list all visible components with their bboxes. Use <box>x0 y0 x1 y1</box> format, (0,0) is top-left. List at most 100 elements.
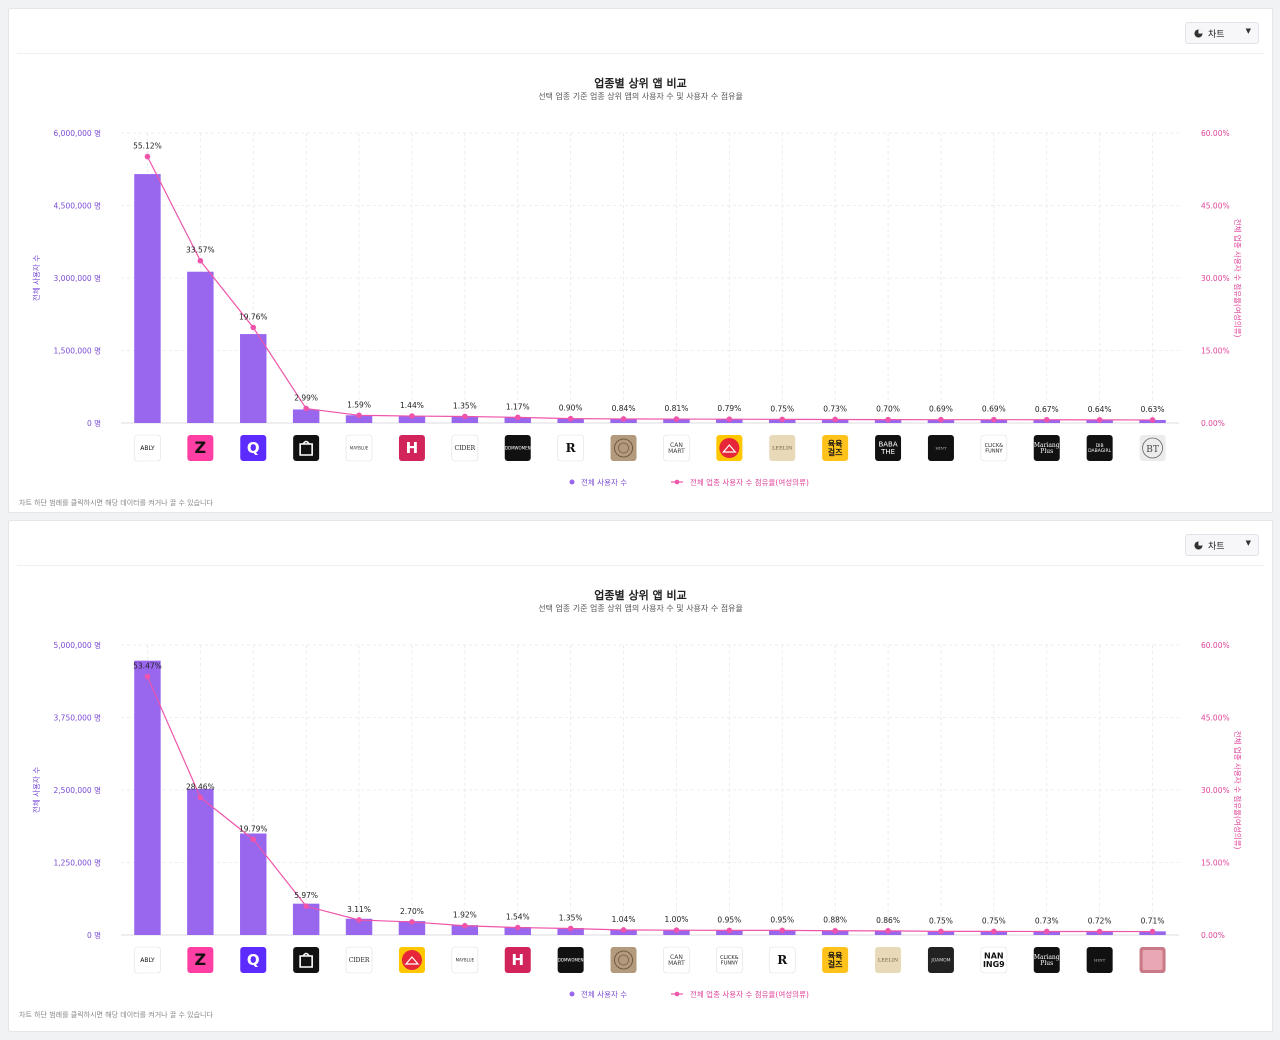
share-data-label: 0.79% <box>717 404 741 413</box>
legend[interactable]: 전체 사용자 수 전체 업종 사용자 수 점유율(여성의류) <box>569 989 809 999</box>
share-point-14 <box>885 928 891 934</box>
share-point-19 <box>1149 417 1156 423</box>
bar-1 <box>187 271 214 423</box>
share-point-12 <box>779 416 786 423</box>
app-logo-16: CLICK&FUNNY <box>980 434 1008 462</box>
share-data-label: 1.54% <box>506 913 530 922</box>
bar-0 <box>134 660 161 935</box>
share-point-4 <box>356 412 362 419</box>
share-data-label: 1.00% <box>665 915 689 924</box>
share-data-label: 0.70% <box>876 405 900 414</box>
share-point-0 <box>144 153 151 160</box>
bar-2 <box>240 833 267 935</box>
app-logo-label: MAYBLUE <box>350 445 369 450</box>
app-logo-15: JOAMOM <box>927 947 954 973</box>
share-data-label: 0.71% <box>1141 917 1165 926</box>
panel-divider <box>17 53 1264 54</box>
app-logo-label: CIDER <box>349 957 370 964</box>
left-tick-label: 3,000,000 명 <box>54 273 101 283</box>
app-logo-8: DDMWOMEN <box>557 947 584 973</box>
share-data-label: 0.88% <box>823 916 847 925</box>
right-axis-title: 전체 업종 사용자 수 점유율(여성의류) <box>1233 731 1243 850</box>
share-data-label: 0.63% <box>1141 405 1165 414</box>
app-logo-label: CIDER <box>455 445 476 452</box>
share-data-label: 0.95% <box>770 915 794 924</box>
right-tick-label: 15.00% <box>1201 859 1230 868</box>
app-logo-0: ABLY <box>134 434 161 462</box>
share-data-label: 0.69% <box>982 405 1006 414</box>
share-point-13 <box>832 927 838 934</box>
share-data-label: 28.46% <box>186 782 215 791</box>
bt-icon-19: BT <box>1139 435 1166 461</box>
right-tick-label: 45.00% <box>1201 202 1230 211</box>
app-logo-4: CIDER <box>345 946 373 974</box>
left-tick-label: 5,000,000 명 <box>54 640 101 650</box>
legend[interactable]: 전체 사용자 수 전체 업종 사용자 수 점유율(여성의류) <box>569 477 809 487</box>
share-point-11 <box>726 416 733 422</box>
bar-6 <box>451 416 479 423</box>
share-point-15 <box>938 416 944 423</box>
share-data-label: 19.76% <box>239 312 268 321</box>
footnote: 차트 하단 범례를 클릭하시면 해당 데이터를 켜거나 끌 수 있습니다 <box>19 499 213 507</box>
l-icon-14: LEELIN <box>875 947 902 973</box>
share-point-6 <box>462 413 468 420</box>
share-data-label: 33.57% <box>186 246 215 255</box>
app-logo-label: H <box>406 439 419 457</box>
panel-divider <box>17 565 1264 566</box>
share-point-19 <box>1149 928 1156 935</box>
app-logo-11: CLICK&FUNNY <box>716 946 743 974</box>
share-point-10 <box>673 927 680 933</box>
app-logo-label: 육육 <box>828 950 843 960</box>
app-logo-label: Plus <box>1040 448 1053 455</box>
share-data-label: 0.73% <box>823 404 847 413</box>
app-logo-4: MAYBLUE <box>345 434 373 462</box>
share-data-label: 0.84% <box>612 404 636 413</box>
axes: 5,000,000 명 3,750,000 명 2,500,000 명 1,250,0… <box>54 640 1230 940</box>
share-point-17 <box>1043 928 1050 935</box>
share-data-label: 0.69% <box>929 405 953 414</box>
chart-subtitle: 선택 업종 기준 업종 상위 앱의 사용자 수 및 사용자 수 점유율 <box>538 92 743 101</box>
share-data-label: 0.73% <box>1035 916 1059 925</box>
chart-type-dropdown[interactable]: 차트 ▼ <box>1185 22 1259 44</box>
app-logo-label: DIB <box>1096 443 1104 449</box>
share-point-11 <box>726 927 733 934</box>
chart-subtitle: 선택 업종 기준 업종 상위 앱의 사용자 수 및 사용자 수 점유율 <box>538 604 743 613</box>
left-axis-title: 전체 사용자 수 <box>31 255 41 301</box>
left-tick-label: 0 명 <box>87 418 101 428</box>
bar-7 <box>504 417 531 423</box>
app-logo-label: DABAGIRL <box>1088 448 1111 454</box>
app-logo-label: Plus <box>1040 960 1053 967</box>
legend-label-share: 전체 업종 사용자 수 점유율(여성의류) <box>690 989 809 999</box>
chart-type-dropdown[interactable]: 차트 ▼ <box>1185 534 1259 556</box>
z-icon-1: Z <box>187 947 214 973</box>
share-point-17 <box>1043 416 1050 423</box>
bar-1 <box>187 788 214 935</box>
app-logo-label: Mariang <box>1034 442 1060 449</box>
share-point-18 <box>1096 928 1103 935</box>
footnote: 차트 하단 범례를 클릭하시면 해당 데이터를 켜거나 끌 수 있습니다 <box>19 1011 213 1019</box>
share-point-1 <box>197 257 204 264</box>
share-line <box>146 676 1153 933</box>
share-point-6 <box>462 922 468 929</box>
app-logo-label: HINT <box>1094 957 1106 962</box>
app-logo-label: FUNNY <box>985 448 1003 454</box>
pie-chart-icon <box>1194 28 1203 38</box>
share-data-label: 1.04% <box>612 915 636 924</box>
share-point-5 <box>409 413 415 419</box>
share-data-label: 3.11% <box>347 905 371 914</box>
right-axis-title: 전체 업종 사용자 수 점유율(여성의류) <box>1233 219 1243 338</box>
app-logo-label: Mariang <box>1034 954 1060 961</box>
bar-3 <box>292 409 320 423</box>
chart-panel-2: 차트 ▼ 업종별 상위 앱 비교 선택 업종 기준 업종 상위 앱의 사용자 수… <box>8 520 1273 1032</box>
share-point-2 <box>250 836 257 843</box>
app-logo-label: MART <box>668 960 685 967</box>
share-data-label: 0.86% <box>876 916 900 925</box>
svg-text:BT: BT <box>1146 445 1159 455</box>
legend-marker-share <box>674 479 680 485</box>
bar-4 <box>345 415 373 423</box>
